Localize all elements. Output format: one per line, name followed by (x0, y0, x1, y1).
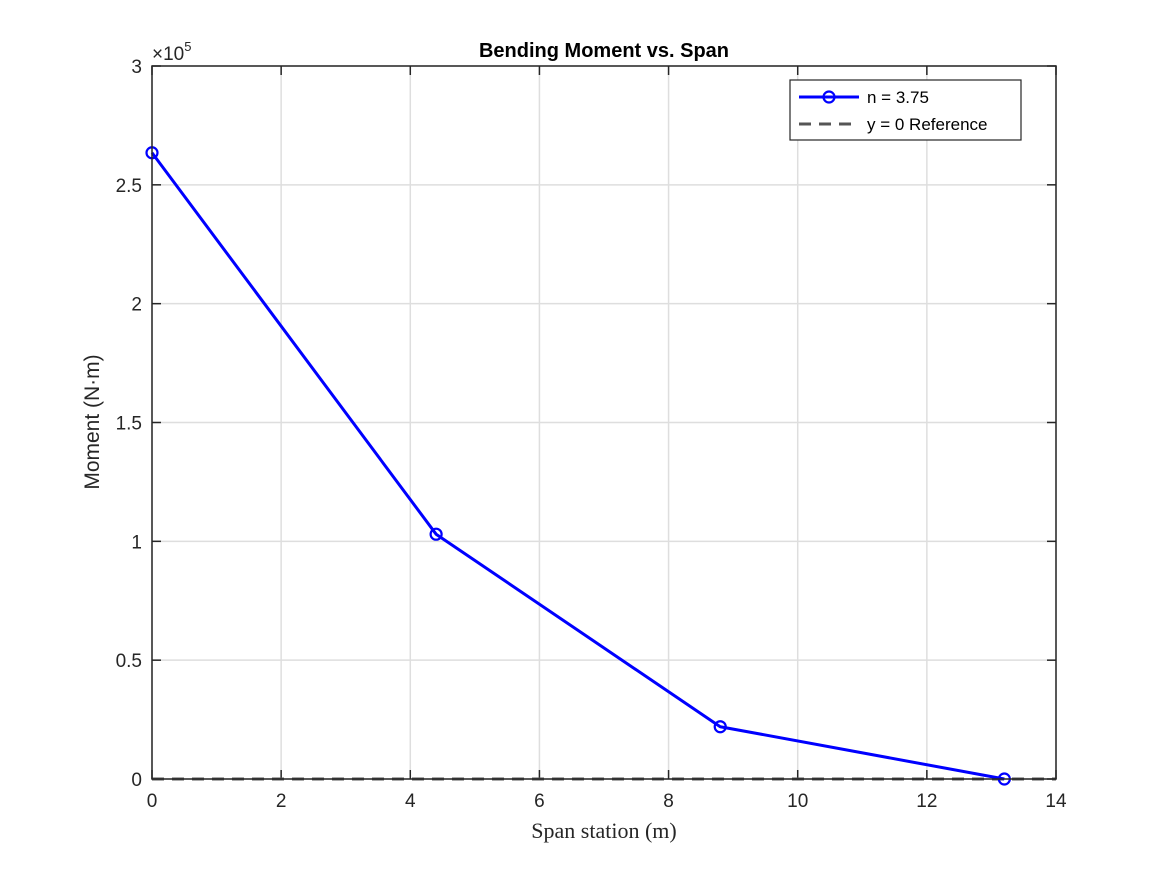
x-axis-label: Span station (m) (531, 818, 676, 843)
x-tick-label: 0 (147, 791, 158, 812)
chart-title: Bending Moment vs. Span (479, 40, 729, 62)
y-tick-label: 0 (131, 770, 142, 791)
y-tick-label: 1.5 (116, 414, 142, 435)
x-tick-label: 10 (787, 791, 808, 812)
data-point (713, 720, 727, 734)
legend: n = 3.75 y = 0 Reference (789, 79, 1022, 141)
y-axis-label: Moment (N·m) (81, 354, 104, 489)
legend-marker-series-1 (822, 90, 836, 104)
y-exponent: ×105 (152, 39, 191, 65)
x-tick-label: 4 (405, 791, 416, 812)
x-tick-label: 2 (276, 791, 287, 812)
y-tick-label: 0.5 (116, 651, 142, 672)
y-tick-label: 3 (131, 57, 142, 78)
y-exponent-prefix: ×10 (152, 44, 184, 65)
y-tick-label: 2 (131, 295, 142, 316)
series-line-1 (150, 151, 1005, 781)
axes-box (151, 65, 1057, 780)
data-point (429, 527, 443, 541)
x-tick-label: 12 (916, 791, 937, 812)
y-tick-label: 2.5 (116, 176, 142, 197)
tick-labels: 0 2 4 6 8 10 12 14 0 0.5 1 1.5 2 2.5 3 (116, 57, 1067, 812)
y-tick-label: 1 (131, 532, 142, 553)
legend-label-series-2: y = 0 Reference (867, 115, 988, 134)
x-tick-label: 6 (534, 791, 545, 812)
legend-label-series-1: n = 3.75 (867, 88, 929, 107)
y-exponent-power: 5 (184, 39, 191, 54)
x-tick-label: 8 (663, 791, 674, 812)
legend-box (789, 79, 1022, 141)
x-tick-label: 14 (1045, 791, 1067, 812)
